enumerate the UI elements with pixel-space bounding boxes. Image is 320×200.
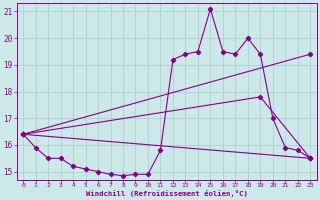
X-axis label: Windchill (Refroidissement éolien,°C): Windchill (Refroidissement éolien,°C)	[86, 190, 248, 197]
